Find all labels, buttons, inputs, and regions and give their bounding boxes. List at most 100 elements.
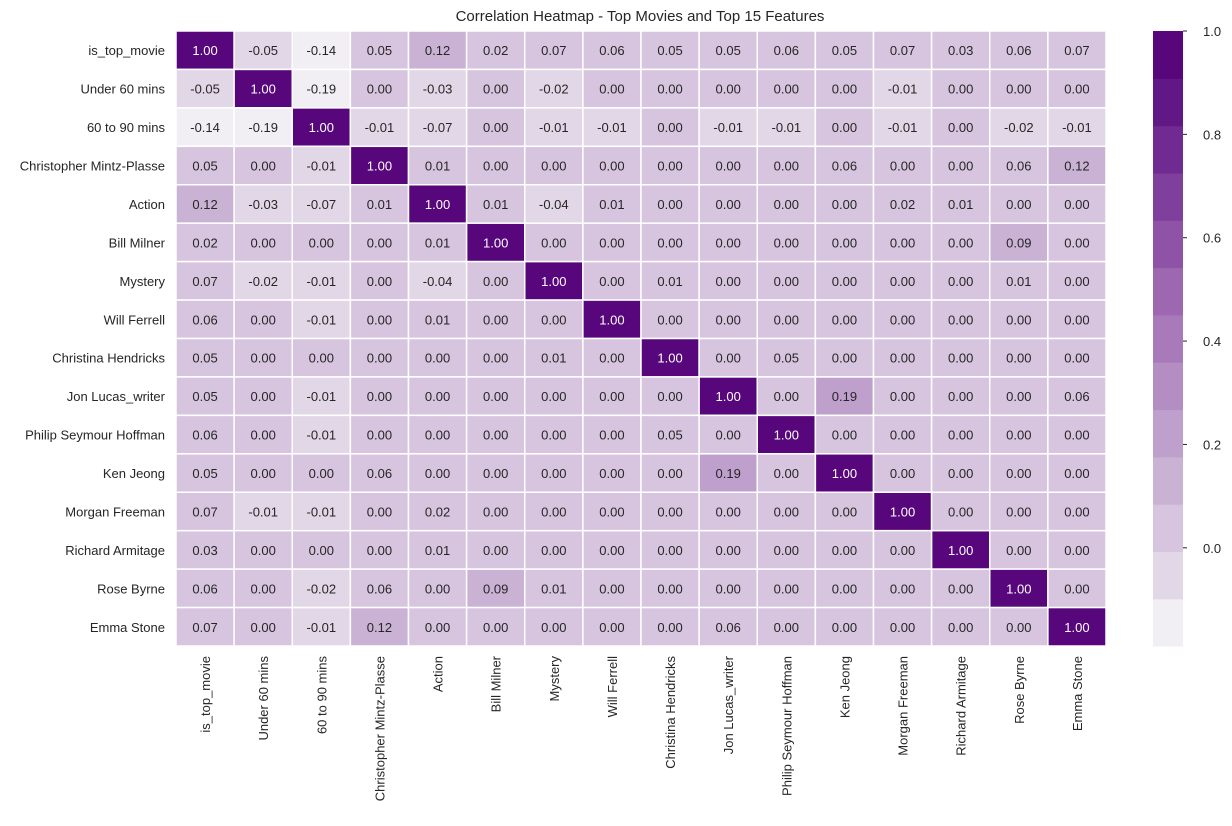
- cell-value-label: 0.00: [890, 428, 915, 443]
- heatmap-cell: [1047, 107, 1107, 148]
- cell-value-label: -0.01: [306, 159, 336, 174]
- cell-value-label: 0.00: [948, 428, 973, 443]
- cell-value-label: 0.00: [541, 389, 566, 404]
- cell-value-label: 0.00: [657, 389, 682, 404]
- heatmap-cell: [524, 222, 584, 263]
- cell-value-label: 0.00: [251, 428, 276, 443]
- cell-value-label: 0.00: [832, 543, 857, 558]
- cell-value-label: -0.07: [423, 120, 453, 135]
- heatmap-cell: [1047, 491, 1107, 532]
- cell-value-label: 0.00: [657, 581, 682, 596]
- heatmap-cell: [407, 491, 468, 532]
- cell-value-label: 0.00: [657, 543, 682, 558]
- y-tick-label: Rose Byrne: [97, 581, 165, 596]
- x-tick-label: Action: [431, 656, 446, 692]
- cell-value-label: 0.01: [541, 581, 566, 596]
- cell-value-label: 0.01: [657, 274, 682, 289]
- heatmap-cell: [698, 568, 758, 609]
- y-tick-label: Emma Stone: [90, 620, 165, 635]
- cell-value-label: 1.00: [774, 428, 799, 443]
- cell-value-label: 0.00: [251, 581, 276, 596]
- heatmap-cell: [640, 606, 700, 647]
- heatmap-cell: [989, 299, 1049, 340]
- cell-value-label: 0.06: [192, 428, 217, 443]
- cell-value-label: 0.00: [716, 543, 741, 558]
- cell-value-label: 0.00: [1006, 389, 1031, 404]
- cell-value-label: 0.00: [1064, 466, 1089, 481]
- cell-value-label: 0.00: [483, 389, 508, 404]
- cell-value-label: 0.00: [832, 82, 857, 97]
- cell-value-label: 0.00: [774, 159, 799, 174]
- cell-value-label: 0.07: [192, 504, 217, 519]
- cell-value-label: 0.00: [890, 581, 915, 596]
- cell-value-label: 0.06: [1006, 43, 1031, 58]
- heatmap-cell: [698, 184, 758, 224]
- x-tick-label: Bill Milner: [489, 655, 504, 712]
- heatmap-cell: [291, 299, 352, 340]
- cell-value-label: 0.00: [832, 197, 857, 212]
- heatmap-cell: [291, 376, 352, 417]
- y-tick-label: Philip Seymour Hoffman: [25, 428, 165, 443]
- heatmap-cell: [465, 30, 526, 71]
- heatmap-cell: [698, 299, 758, 340]
- cell-value-label: 0.00: [483, 504, 508, 519]
- cell-value-label: -0.05: [248, 43, 278, 58]
- cell-value-label: -0.01: [888, 82, 918, 97]
- heatmap-cell: [465, 414, 526, 455]
- cell-value-label: 0.00: [309, 466, 334, 481]
- cell-value-label: 0.00: [948, 581, 973, 596]
- cell-value-label: -0.19: [306, 82, 336, 97]
- heatmap-cell: [407, 222, 468, 263]
- cell-value-label: 0.00: [948, 312, 973, 327]
- x-tick-label: 60 to 90 mins: [314, 656, 329, 735]
- heatmap-cell: [1047, 376, 1107, 417]
- cell-value-label: 0.01: [541, 351, 566, 366]
- y-tick-label: is_top_movie: [88, 43, 165, 58]
- heatmap-cell: [582, 529, 642, 570]
- cell-value-label: 0.00: [251, 235, 276, 250]
- heatmap-cell: [524, 491, 584, 532]
- y-tick-label: Christina Hendricks: [52, 351, 165, 366]
- heatmap-cell: [872, 376, 933, 417]
- heatmap-cell: [989, 568, 1049, 609]
- cell-value-label: 0.06: [367, 466, 392, 481]
- cell-value-label: 0.00: [716, 312, 741, 327]
- cell-value-label: 0.03: [948, 43, 973, 58]
- colorbar-segment: [1153, 31, 1183, 79]
- heatmap-cell: [756, 376, 817, 417]
- cell-value-label: 0.00: [890, 466, 915, 481]
- cell-value-label: 0.00: [890, 543, 915, 558]
- y-tick-labels: is_top_movie Under 60 mins 60 to 90 mins Ch…: [20, 43, 166, 635]
- colorbar: 0.0 0.2 0.4 0.6 0.8 1.0: [1153, 24, 1221, 647]
- heatmap-cell: [291, 68, 352, 109]
- cell-value-label: 0.00: [1064, 274, 1089, 289]
- cell-value-label: -0.04: [539, 197, 569, 212]
- cell-value-label: -0.01: [1062, 120, 1092, 135]
- cell-value-label: 0.00: [1064, 504, 1089, 519]
- cell-value-label: 0.00: [367, 389, 392, 404]
- cell-value-label: 0.00: [1006, 351, 1031, 366]
- cell-value-label: 0.00: [774, 312, 799, 327]
- heatmap-cell: [175, 145, 235, 186]
- cell-value-label: 0.00: [425, 428, 450, 443]
- colorbar-segment: [1153, 172, 1183, 221]
- cell-value-label: 0.12: [425, 43, 450, 58]
- cell-value-label: 0.00: [599, 620, 624, 635]
- cell-value-label: 0.00: [716, 581, 741, 596]
- cell-value-label: 0.00: [716, 197, 741, 212]
- cell-value-label: 0.00: [1064, 428, 1089, 443]
- cell-value-label: 0.00: [599, 428, 624, 443]
- cell-value-label: 0.00: [832, 504, 857, 519]
- cell-value-label: 0.00: [483, 120, 508, 135]
- cell-value-label: 1.00: [890, 504, 915, 519]
- heatmap-cell: [233, 568, 293, 609]
- cell-value-label: 0.00: [948, 235, 973, 250]
- cell-value-label: 0.00: [774, 466, 799, 481]
- heatmap-cell: [175, 30, 235, 71]
- x-tick-label: Christina Hendricks: [663, 656, 678, 769]
- cell-value-label: 0.00: [367, 274, 392, 289]
- cell-value-label: 0.00: [483, 543, 508, 558]
- cell-value-label: 0.07: [192, 274, 217, 289]
- colorbar-segment: [1153, 551, 1183, 600]
